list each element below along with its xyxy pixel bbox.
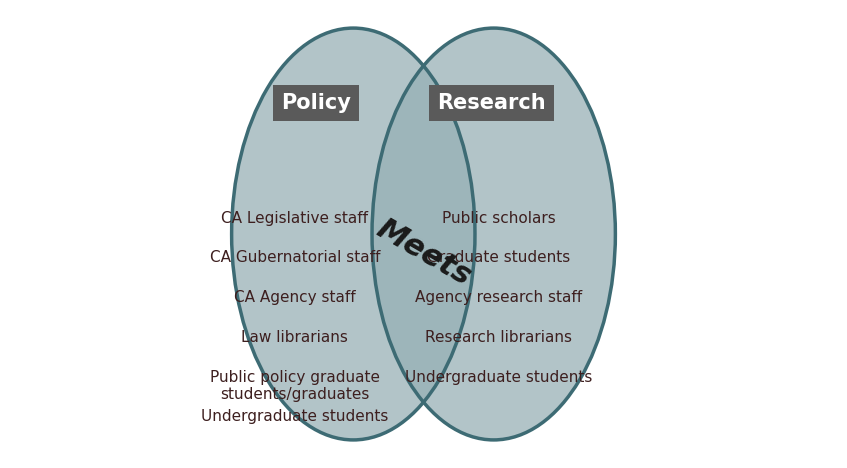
Text: CA Agency staff: CA Agency staff bbox=[234, 290, 356, 305]
Text: Research: Research bbox=[437, 93, 545, 113]
Text: Undergraduate students: Undergraduate students bbox=[405, 370, 592, 385]
Text: Public scholars: Public scholars bbox=[441, 211, 556, 226]
Text: Public policy graduate
students/graduates: Public policy graduate students/graduate… bbox=[210, 370, 379, 402]
Text: Agency research staff: Agency research staff bbox=[415, 290, 582, 305]
Ellipse shape bbox=[231, 28, 475, 440]
Text: Graduate students: Graduate students bbox=[427, 250, 570, 265]
Text: Undergraduate students: Undergraduate students bbox=[201, 410, 389, 424]
Ellipse shape bbox=[372, 28, 616, 440]
Text: Law librarians: Law librarians bbox=[241, 330, 348, 345]
Ellipse shape bbox=[372, 28, 616, 440]
Text: Meets: Meets bbox=[371, 214, 476, 292]
Text: Research librarians: Research librarians bbox=[425, 330, 572, 345]
Text: Policy: Policy bbox=[281, 93, 351, 113]
Text: CA Gubernatorial staff: CA Gubernatorial staff bbox=[209, 250, 380, 265]
Text: CA Legislative staff: CA Legislative staff bbox=[221, 211, 368, 226]
